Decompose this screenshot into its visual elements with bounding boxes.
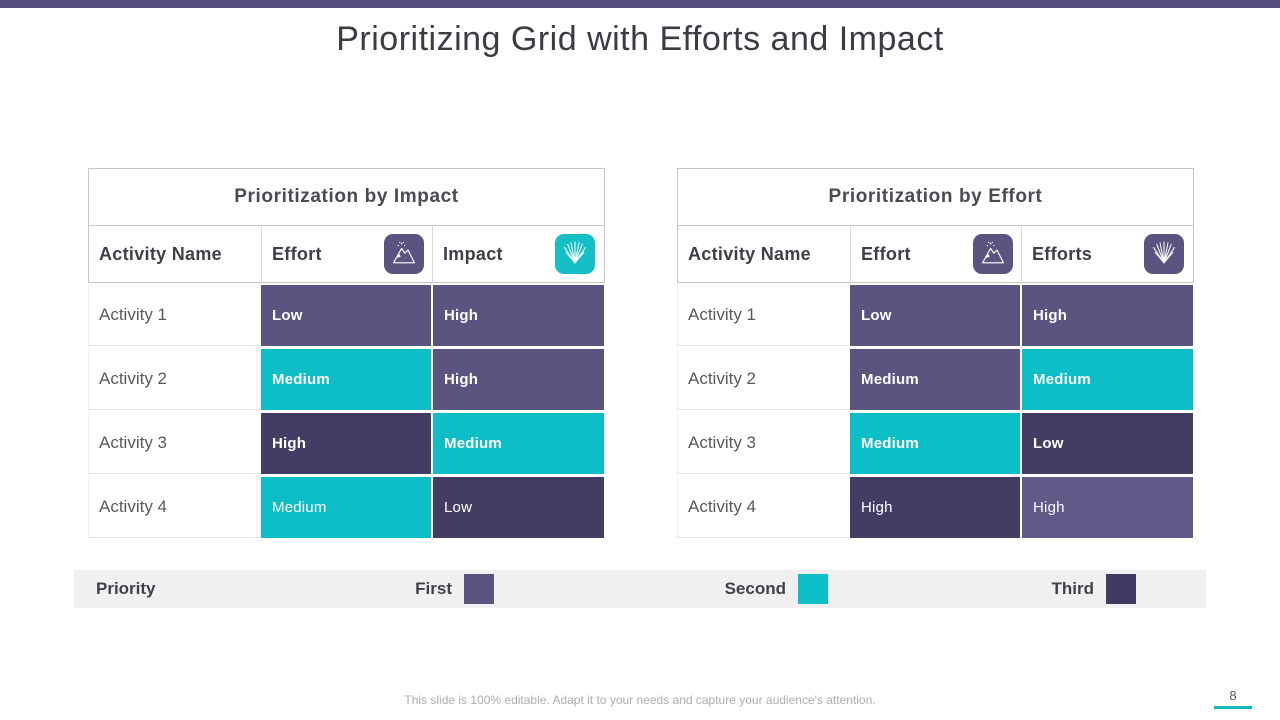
activity-name-cell: Activity 2 [677, 349, 848, 410]
impact-value-cell: Medium [433, 413, 604, 474]
column-header-efforts-label: Efforts [1032, 243, 1093, 264]
impact-table-title: Prioritization by Impact [88, 168, 605, 225]
top-accent-bar [0, 0, 1280, 8]
effort-value-cell: High [261, 413, 431, 474]
effort-table: Prioritization by Effort Activity Name E… [677, 168, 1194, 538]
activity-name-cell: Activity 3 [88, 413, 259, 474]
activity-name-cell: Activity 4 [677, 477, 848, 538]
column-header-effort-label: Effort [272, 243, 322, 264]
effort-value-cell: Medium [261, 477, 431, 538]
activity-name-cell: Activity 2 [88, 349, 259, 410]
effort-value-cell: High [850, 477, 1020, 538]
effort-value-cell: Medium [850, 349, 1020, 410]
effort-value-cell: Medium [261, 349, 431, 410]
burst-icon [1144, 234, 1184, 274]
impact-table-body: Activity 1 Low High Activity 2 Medium Hi… [88, 283, 605, 538]
efforts-value-cell: Low [1022, 413, 1193, 474]
column-header-impact-label: Impact [443, 243, 503, 264]
effort-table-body: Activity 1 Low High Activity 2 Medium Me… [677, 283, 1194, 538]
activity-name-cell: Activity 1 [677, 285, 848, 346]
page-number-underline [1214, 706, 1252, 709]
burst-icon [555, 234, 595, 274]
column-header-activity-name: Activity Name [688, 243, 811, 264]
legend-label-second: Second [724, 579, 786, 598]
legend-item-first: First [294, 570, 494, 608]
legend-item-second: Second [628, 570, 828, 608]
legend-label-first: First [415, 579, 452, 598]
activity-name-cell: Activity 3 [677, 413, 848, 474]
column-header-effort-label: Effort [861, 243, 911, 264]
impact-table: Prioritization by Impact Activity Name E… [88, 168, 605, 538]
effort-value-cell: Medium [850, 413, 1020, 474]
legend-label-third: Third [1051, 579, 1095, 598]
impact-value-cell: Low [433, 477, 604, 538]
legend-item-third: Third [936, 570, 1136, 608]
legend-swatch-third [1106, 574, 1136, 604]
page-number: 8 [1214, 688, 1252, 709]
effort-table-header: Activity Name Effort Efforts [677, 225, 1194, 283]
effort-value-cell: Low [850, 285, 1020, 346]
efforts-value-cell: High [1022, 285, 1193, 346]
effort-table-title: Prioritization by Effort [677, 168, 1194, 225]
priority-legend: Priority First Second Third [74, 570, 1206, 608]
impact-table-header: Activity Name Effort Impact [88, 225, 605, 283]
page-number-value: 8 [1229, 688, 1237, 703]
page-title: Prioritizing Grid with Efforts and Impac… [336, 20, 944, 58]
legend-swatch-first [464, 574, 494, 604]
column-header-effort: Effort [261, 226, 432, 282]
impact-value-cell: High [433, 285, 604, 346]
efforts-value-cell: Medium [1022, 349, 1193, 410]
mountain-icon [973, 234, 1013, 274]
activity-name-cell: Activity 4 [88, 477, 259, 538]
mountain-icon [384, 234, 424, 274]
impact-value-cell: High [433, 349, 604, 410]
efforts-value-cell: High [1022, 477, 1193, 538]
legend-swatch-second [798, 574, 828, 604]
column-header-effort: Effort [850, 226, 1021, 282]
column-header-efforts: Efforts [1021, 226, 1192, 282]
legend-title: Priority [96, 579, 156, 598]
footer-note: This slide is 100% editable. Adapt it to… [404, 693, 876, 707]
activity-name-cell: Activity 1 [88, 285, 259, 346]
effort-value-cell: Low [261, 285, 431, 346]
column-header-impact: Impact [432, 226, 603, 282]
column-header-activity-name: Activity Name [99, 243, 222, 264]
